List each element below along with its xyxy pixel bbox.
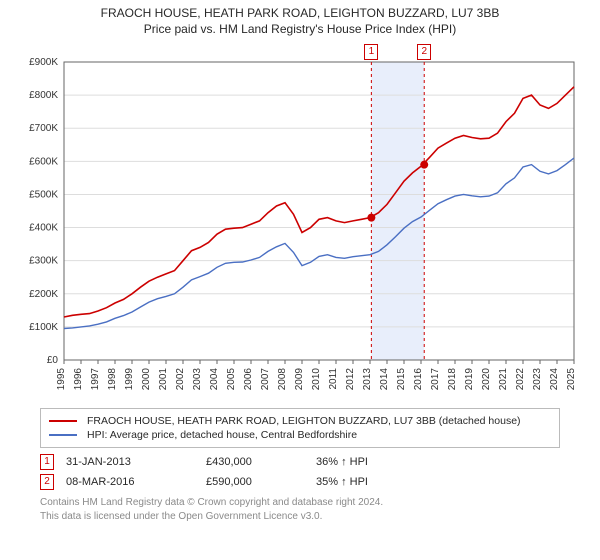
x-tick-label: 2024 (549, 368, 560, 391)
x-tick-label: 2011 (328, 368, 339, 390)
x-tick-label: 2001 (158, 368, 169, 391)
sale-diff: 36% ↑ HPI (316, 456, 436, 468)
x-tick-label: 2005 (226, 368, 237, 391)
series-hpi (64, 158, 574, 329)
legend-box: FRAOCH HOUSE, HEATH PARK ROAD, LEIGHTON … (40, 408, 560, 448)
event-dot (420, 161, 428, 169)
y-tick-label: £700K (29, 123, 58, 134)
sale-diff: 35% ↑ HPI (316, 476, 436, 488)
footer-line-1: Contains HM Land Registry data © Crown c… (40, 496, 560, 510)
legend-row: FRAOCH HOUSE, HEATH PARK ROAD, LEIGHTON … (49, 415, 551, 427)
x-tick-label: 1999 (124, 368, 135, 391)
sale-price: £430,000 (206, 456, 316, 468)
sales-table: 1 31-JAN-2013£430,00036% ↑ HPI 2 08-MAR-201… (40, 454, 560, 490)
legend-label: FRAOCH HOUSE, HEATH PARK ROAD, LEIGHTON … (87, 415, 521, 427)
sale-row: 2 08-MAR-2016£590,00035% ↑ HPI (40, 474, 560, 490)
x-tick-label: 2017 (430, 368, 441, 391)
chart-titles: FRAOCH HOUSE, HEATH PARK ROAD, LEIGHTON … (0, 0, 600, 38)
x-tick-label: 2025 (566, 368, 577, 391)
event-badge: 2 (417, 44, 431, 60)
footer-attribution: Contains HM Land Registry data © Crown c… (40, 496, 560, 523)
y-tick-label: £900K (29, 57, 58, 68)
x-tick-label: 2012 (345, 368, 356, 391)
x-tick-label: 2008 (277, 368, 288, 391)
x-tick-label: 1995 (56, 368, 67, 391)
legend-swatch (49, 420, 77, 422)
legend-label: HPI: Average price, detached house, Cent… (87, 429, 357, 441)
x-tick-label: 2018 (447, 368, 458, 391)
title-line-2: Price paid vs. HM Land Registry's House … (0, 22, 600, 36)
sale-price: £590,000 (206, 476, 316, 488)
x-tick-label: 2021 (498, 368, 509, 391)
chart-svg: £0 £100K £200K £300K £400K £500K £600K £700K £80… (20, 42, 580, 402)
series-subject (64, 87, 574, 317)
x-tick-label: 2014 (379, 368, 390, 391)
sale-date: 08-MAR-2016 (66, 476, 206, 488)
x-tick-label: 1996 (73, 368, 84, 391)
x-tick-label: 2013 (362, 368, 373, 391)
x-tick-label: 2009 (294, 368, 305, 391)
x-tick-label: 2019 (464, 368, 475, 391)
sale-date: 31-JAN-2013 (66, 456, 206, 468)
y-tick-label: £600K (29, 156, 58, 167)
x-tick-label: 1997 (90, 368, 101, 391)
sale-badge: 2 (40, 474, 54, 490)
x-tick-label: 2002 (175, 368, 186, 391)
x-tick-label: 2006 (243, 368, 254, 391)
y-tick-label: £300K (29, 256, 58, 267)
x-tick-label: 2016 (413, 368, 424, 391)
y-tick-label: £500K (29, 189, 58, 200)
sale-row: 1 31-JAN-2013£430,00036% ↑ HPI (40, 454, 560, 470)
legend-row: HPI: Average price, detached house, Cent… (49, 429, 551, 441)
plot-border (64, 62, 574, 360)
event-dot (367, 214, 375, 222)
x-tick-label: 2000 (141, 368, 152, 391)
title-line-1: FRAOCH HOUSE, HEATH PARK ROAD, LEIGHTON … (0, 6, 600, 20)
x-tick-label: 2023 (532, 368, 543, 391)
event-badge: 1 (364, 44, 378, 60)
x-tick-label: 1998 (107, 368, 118, 391)
y-tick-label: £800K (29, 90, 58, 101)
y-tick-label: £400K (29, 223, 58, 234)
x-tick-label: 2004 (209, 368, 220, 391)
sale-badge: 1 (40, 454, 54, 470)
chart-area: £0 £100K £200K £300K £400K £500K £600K £700K £80… (20, 42, 580, 402)
x-tick-label: 2015 (396, 368, 407, 391)
y-tick-label: £100K (29, 322, 58, 333)
x-tick-label: 2007 (260, 368, 271, 391)
x-tick-label: 2020 (481, 368, 492, 391)
x-tick-label: 2003 (192, 368, 203, 391)
x-tick-label: 2010 (311, 368, 322, 391)
y-tick-label: £0 (47, 355, 59, 366)
legend-swatch (49, 434, 77, 436)
x-tick-label: 2022 (515, 368, 526, 391)
y-tick-label: £200K (29, 289, 58, 300)
footer-line-2: This data is licensed under the Open Gov… (40, 510, 560, 524)
